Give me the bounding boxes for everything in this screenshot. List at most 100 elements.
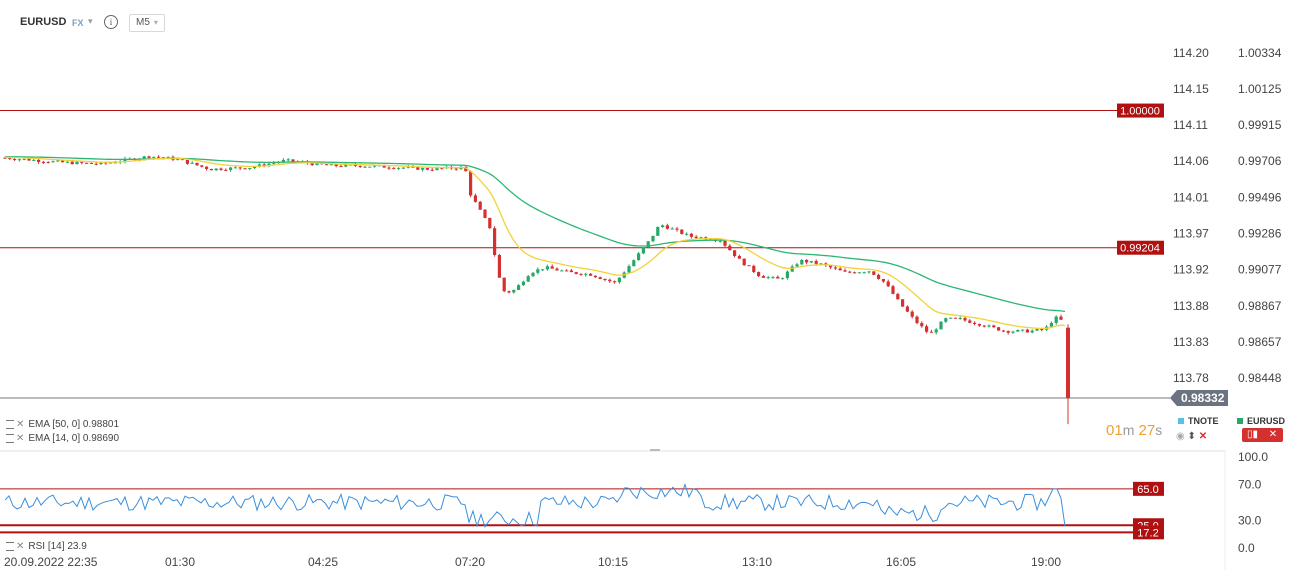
candle-body: [123, 158, 127, 162]
price-tick-label-secondary: 0.99706: [1238, 154, 1282, 168]
timeframe-select[interactable]: M5 ▾: [129, 14, 165, 32]
candle-body: [656, 227, 660, 236]
symbol-label[interactable]: EURUSD: [20, 16, 67, 28]
candle-body: [680, 229, 684, 234]
price-tick-label-secondary: 0.99496: [1238, 190, 1282, 204]
candle-body: [536, 269, 540, 273]
candle-body: [757, 272, 761, 277]
close-icon[interactable]: ✕: [1198, 431, 1208, 442]
candle-body: [776, 276, 780, 279]
candle-body: [627, 266, 631, 273]
ema50-line: [4, 156, 1066, 313]
price-tick-label-secondary: 1.00125: [1238, 82, 1282, 96]
candle-body: [901, 299, 905, 307]
rsi-level-label: 65.0: [1137, 484, 1158, 496]
candle-body: [200, 165, 204, 167]
time-tick-label: 10:15: [598, 555, 628, 569]
candle-body: [699, 237, 703, 239]
price-tick-label: 113.88: [1173, 299, 1209, 313]
candle-body: [368, 166, 372, 168]
candle-body: [478, 201, 482, 210]
candle-body: [291, 159, 295, 162]
candle-body: [872, 271, 876, 275]
time-tick-label: 01:30: [165, 555, 195, 569]
rsi-level-tag: [1133, 481, 1164, 496]
price-tick-label: 113.83: [1173, 335, 1209, 349]
level-tag: [1117, 240, 1164, 255]
candle-body: [1025, 329, 1029, 333]
price-tick-label: 114.15: [1173, 82, 1209, 96]
time-tick-label: 13:10: [742, 555, 772, 569]
candle-body: [661, 225, 665, 228]
candle-body: [358, 165, 362, 167]
candle-body: [41, 161, 45, 163]
candle-body: [905, 306, 909, 312]
candle-body: [584, 273, 588, 275]
candle-body: [416, 166, 420, 170]
close-icon[interactable]: ✕: [1268, 429, 1278, 440]
indicator-rsi[interactable]: ✕ RSI [14] 23.9: [6, 541, 87, 552]
candle-type-icon[interactable]: ▯▮: [1247, 429, 1259, 440]
legend-tnote[interactable]: TNOTE: [1178, 416, 1219, 426]
candle-body: [632, 260, 636, 267]
chevron-down-icon[interactable]: ▾: [88, 16, 93, 26]
timeframe-value: M5: [136, 17, 150, 28]
candle-body: [46, 162, 50, 164]
candle-body: [152, 156, 156, 158]
candle-body: [675, 228, 679, 230]
candle-body: [641, 247, 645, 254]
candle-body: [56, 160, 60, 162]
candle-body: [521, 281, 525, 286]
close-icon[interactable]: ✕: [16, 419, 25, 430]
candle-body: [253, 166, 257, 169]
close-icon[interactable]: ✕: [16, 433, 25, 444]
candle-body: [113, 162, 117, 164]
candle-body: [550, 266, 554, 269]
price-tick-label: 113.78: [1173, 371, 1209, 385]
candle-body: [733, 250, 737, 257]
candle-body: [646, 241, 650, 248]
candle-body: [435, 167, 439, 171]
candle-body: [502, 277, 506, 292]
rsi-level-label: 17.2: [1137, 527, 1158, 539]
candle-body: [1035, 329, 1039, 331]
pane-resize-handle: [650, 449, 660, 451]
menu-icon[interactable]: [6, 433, 14, 443]
candle-body: [517, 285, 521, 290]
candle-body: [785, 271, 789, 279]
indicator-ema14[interactable]: ✕ EMA [14, 0] 0.98690: [6, 433, 119, 444]
rsi-tick-label: 70.0: [1238, 477, 1262, 491]
eye-icon[interactable]: ◉: [1176, 431, 1185, 442]
candle-body: [89, 162, 93, 164]
candle-body: [190, 162, 194, 164]
menu-icon[interactable]: [6, 419, 14, 429]
candle-body: [953, 317, 957, 319]
candle-body: [915, 316, 919, 324]
indicator-ema50[interactable]: ✕ EMA [50, 0] 0.98801: [6, 419, 119, 430]
candle-body: [718, 240, 722, 242]
candle-body: [387, 167, 391, 169]
candle-body: [526, 276, 530, 282]
candle-body: [814, 261, 818, 264]
ema14-line: [4, 156, 1066, 330]
info-icon[interactable]: i: [104, 15, 118, 29]
candle-body: [1016, 329, 1020, 332]
close-icon[interactable]: ✕: [16, 541, 25, 552]
series-controls-eurusd[interactable]: ▯▮ ✕: [1242, 428, 1283, 442]
legend-eurusd[interactable]: EURUSD: [1237, 416, 1285, 426]
candle-body: [421, 168, 425, 170]
sort-icon[interactable]: ⬍: [1187, 431, 1196, 442]
candle-countdown: 01m 27s: [1106, 422, 1163, 439]
candle-body: [968, 320, 972, 323]
candle-body: [1040, 329, 1044, 331]
candle-body: [545, 266, 549, 270]
candle-body: [339, 166, 343, 168]
candle-body: [272, 162, 276, 164]
candle-body: [1030, 330, 1034, 333]
candle-body: [27, 158, 31, 161]
menu-icon[interactable]: [6, 541, 14, 551]
candle-body: [195, 162, 199, 166]
price-tick-label-secondary: 0.99915: [1238, 118, 1282, 132]
price-tick-label-secondary: 0.99077: [1238, 263, 1282, 277]
